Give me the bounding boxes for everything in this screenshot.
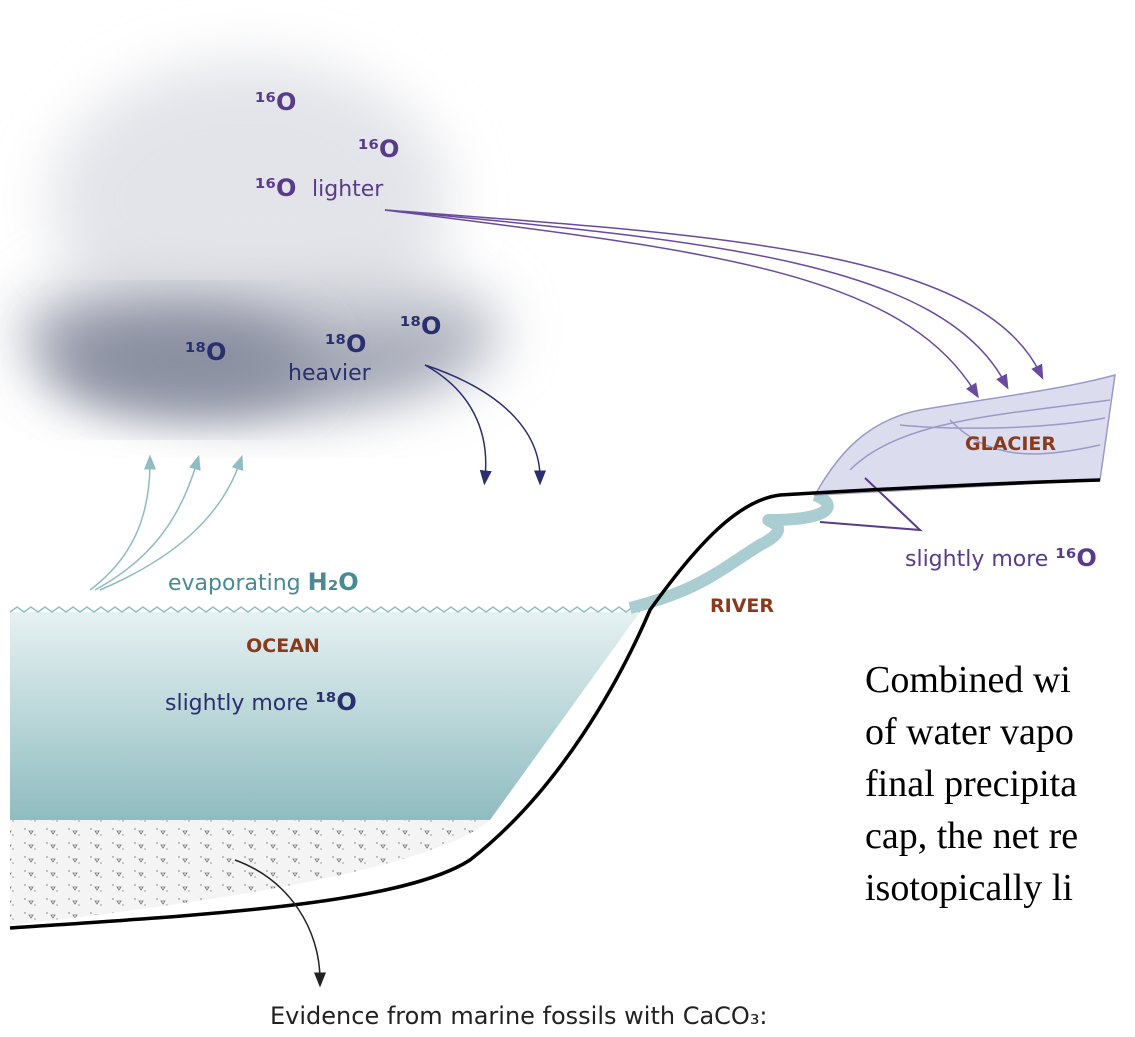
- isotope: ¹⁸O: [315, 688, 356, 716]
- ocean: [10, 607, 640, 925]
- formula: H₂O: [308, 568, 359, 596]
- isotope: ¹⁶O: [1055, 544, 1096, 572]
- paragraph: Combined wi of water vapo final precipita c…: [865, 659, 1078, 909]
- glacier-label: GLACIER: [965, 433, 1056, 455]
- paragraph-line: Combined wi: [865, 659, 1071, 701]
- composition-text: slightly more: [165, 691, 308, 716]
- paragraph-line: final precipita: [865, 763, 1077, 805]
- isotope-label: ¹⁸O: [400, 312, 441, 340]
- paragraph-line: isotopically li: [865, 867, 1073, 909]
- river: [630, 495, 828, 608]
- evaporation-text: evaporating: [168, 571, 301, 596]
- wave-line: [10, 607, 640, 612]
- ocean-label: OCEAN: [246, 635, 320, 657]
- isotope-label: ¹⁶O: [255, 88, 296, 116]
- heavier-label: heavier: [288, 361, 372, 386]
- isotope-label: ¹⁸O: [185, 338, 226, 366]
- isotope-label: ¹⁶O: [358, 135, 399, 163]
- paragraph-line: of water vapo: [865, 711, 1074, 753]
- composition-text: slightly more: [905, 547, 1048, 572]
- caption: Evidence from marine fossils with CaCO₃:: [270, 1002, 768, 1030]
- ocean-composition: slightly more ¹⁸O: [165, 688, 357, 716]
- paragraph-line: cap, the net re: [865, 815, 1078, 857]
- diagram: ¹⁶O ¹⁶O ¹⁶O lighter ¹⁸O ¹⁸O ¹⁸O heavier …: [0, 0, 1135, 1037]
- isotope-label: ¹⁶O: [255, 174, 296, 202]
- lighter-label: lighter: [312, 177, 384, 202]
- isotope-label: ¹⁸O: [325, 330, 366, 358]
- glacier-composition: slightly more ¹⁶O: [905, 544, 1097, 572]
- evaporation-label: evaporating H₂O: [168, 568, 359, 596]
- river-label: RIVER: [710, 595, 774, 617]
